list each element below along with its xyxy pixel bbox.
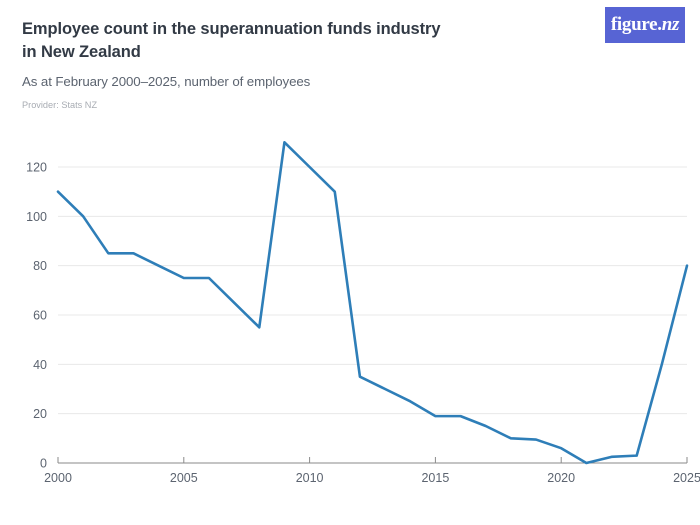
data-provider-label: Provider: Stats NZ [22,100,98,111]
x-axis-tick-label: 2020 [547,471,575,485]
gridlines-group [58,166,687,415]
chart-subtitle: As at February 2000–2025, number of empl… [22,73,311,89]
figurenz-logo[interactable]: figure.nz [605,7,685,43]
x-axis-tick-labels: 2000 2005 2010 2015 2020 2025 [44,471,700,485]
x-axis-tick-label: 2015 [421,471,449,485]
logo-text: figure.nz [610,13,680,35]
y-axis-tick-label: 120 [26,161,47,175]
x-axis-group [57,457,688,464]
y-axis-tick-label: 20 [33,407,47,421]
x-axis-tick-label: 2010 [296,471,324,485]
x-axis-tick-label: 2025 [673,471,700,485]
y-axis-tick-label: 80 [33,259,47,273]
page-title-line-2: in New Zealand [22,42,141,61]
y-axis-tick-label: 40 [33,358,47,372]
page-title: Employee count in the superannuation fun… [22,18,542,64]
x-axis-tick-label: 2005 [170,471,198,485]
y-axis-tick-labels: 0 20 40 60 80 100 120 [26,161,47,471]
page-title-line-1: Employee count in the superannuation fun… [22,20,441,38]
data-series-line [56,141,689,465]
logo-text-italic: nz [661,13,680,35]
y-axis-tick-label: 0 [40,457,47,471]
x-axis-tick-label: 2000 [44,471,72,485]
logo-text-main: figure. [610,13,662,35]
chart-header: Employee count in the superannuation fun… [22,18,542,110]
y-axis-tick-label: 60 [33,309,47,323]
y-axis-tick-label: 100 [26,210,47,224]
